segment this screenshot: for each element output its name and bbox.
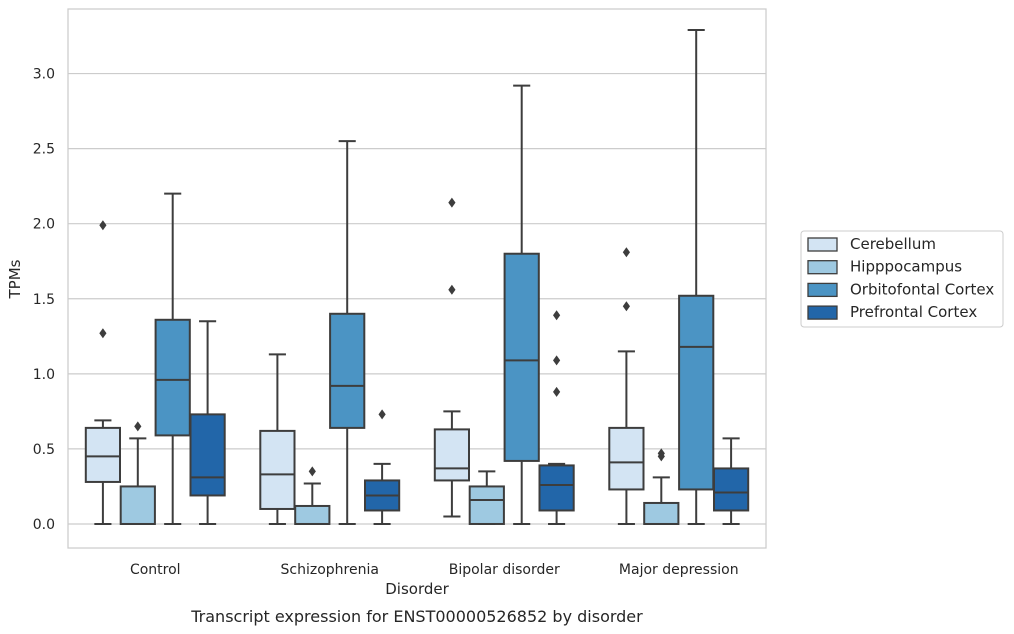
box-iqr (538, 464, 575, 512)
legend-swatch (807, 282, 838, 298)
y-axis-title: TPMs (6, 259, 24, 299)
x-tick-label: Schizophrenia (281, 562, 379, 578)
y-tick-label: 0.5 (33, 442, 55, 458)
outlier-point (553, 355, 561, 366)
box-group (154, 192, 191, 525)
outlier-point (308, 466, 316, 477)
plot-area-frame (67, 8, 767, 549)
y-tick-label: 1.5 (33, 292, 55, 308)
outlier-point (622, 301, 630, 312)
outlier-point (553, 386, 561, 397)
legend-label: Orbitofontal Cortex (850, 280, 994, 298)
legend-label: Hipppocampus (850, 258, 962, 276)
box-group (712, 437, 750, 525)
outlier-point (622, 247, 630, 258)
box-group (294, 466, 331, 525)
box-iqr (503, 252, 540, 462)
box-iqr (433, 428, 471, 482)
x-tick-label: Major depression (619, 562, 739, 578)
box-group (503, 84, 540, 525)
box-iqr (119, 485, 156, 525)
box-iqr (259, 429, 296, 510)
box-group (643, 448, 680, 525)
outlier-point (448, 197, 456, 208)
figure-caption: Transcript expression for ENST0000052685… (190, 607, 643, 626)
box-iqr (154, 318, 191, 437)
box-group (189, 320, 226, 525)
box-group (363, 409, 401, 525)
box-group (608, 247, 645, 525)
x-tick-label: Control (130, 562, 181, 578)
box-group (468, 470, 505, 525)
y-tick-label: 3.0 (33, 67, 55, 83)
box-iqr (643, 501, 680, 525)
box-series (84, 29, 750, 525)
y-tick-label: 2.5 (33, 142, 55, 158)
box-group (678, 29, 715, 525)
legend-swatch (807, 305, 838, 320)
y-tick-label: 2.0 (33, 217, 55, 233)
y-tick-label: 0.0 (33, 517, 55, 533)
outlier-point (657, 448, 665, 459)
legend-label: Prefrontal Cortex (850, 303, 977, 321)
box-iqr (189, 413, 226, 497)
x-axis-title: Disorder (385, 580, 449, 598)
outlier-point (134, 421, 142, 432)
box-iqr (678, 294, 715, 491)
outlier-point (553, 310, 561, 321)
outlier-point (99, 220, 107, 231)
outlier-point (448, 284, 456, 295)
outlier-point (99, 328, 107, 339)
box-iqr (468, 485, 505, 525)
box-group (538, 310, 575, 525)
box-iqr (712, 467, 750, 512)
box-group (259, 353, 296, 525)
box-group (433, 197, 471, 518)
outlier-point (378, 409, 386, 420)
legend-frame (800, 230, 1004, 328)
y-tick-label: 1.0 (33, 367, 55, 383)
y-axis-ticks: 0.0 0.5 1.0 1.5 2.0 2.5 3.0 (33, 67, 55, 533)
box-iqr (84, 426, 122, 483)
x-axis-ticks: Control Schizophrenia Bipolar disorder Majo… (130, 562, 739, 578)
box-group (329, 140, 366, 525)
legend-swatch (807, 237, 838, 252)
legend-label: Cerebellum (850, 235, 936, 253)
box-iqr (294, 504, 331, 525)
box-iqr (608, 426, 645, 491)
legend-swatch (807, 260, 838, 275)
box-iqr (329, 312, 366, 429)
legend: Cerebellum Hipppocampus Orbitofontal Corte… (800, 230, 1004, 328)
box-group (119, 421, 156, 525)
box-group (84, 220, 122, 525)
x-tick-label: Bipolar disorder (449, 562, 560, 578)
